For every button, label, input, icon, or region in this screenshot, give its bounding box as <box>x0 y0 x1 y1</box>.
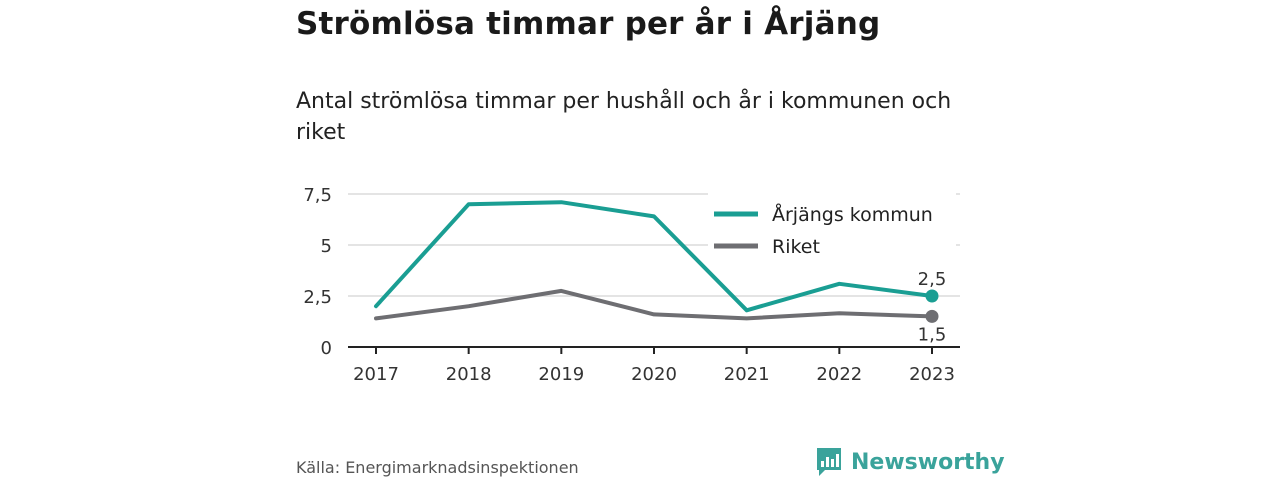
x-tick-label: 2018 <box>446 364 492 385</box>
end-point <box>925 309 939 323</box>
x-tick-label: 2022 <box>816 364 862 385</box>
end-point <box>925 289 939 303</box>
series-line <box>374 200 934 313</box>
line-chart: 0 2,5 5 7,5 2017 2018 2019 2020 2021 2022 2023 2,5 Å… <box>303 185 960 385</box>
y-tick-label: 7,5 <box>303 185 332 206</box>
y-tick-label: 0 <box>321 338 332 359</box>
x-tick-label: 2019 <box>538 364 584 385</box>
y-tick-label: 5 <box>321 236 332 257</box>
end-value-label: 1,5 <box>918 324 947 345</box>
chart-subtitle: Antal strömlösa timmar per hushåll och å… <box>296 89 952 145</box>
bar-chart-icon <box>817 448 841 476</box>
brand-name: Newsworthy <box>851 449 1005 475</box>
series-line <box>374 288 934 321</box>
legend-label: Årjängs kommun <box>772 203 933 226</box>
x-tick-label: 2021 <box>724 364 770 385</box>
end-value-label: 2,5 <box>918 269 947 290</box>
legend-box <box>708 190 956 264</box>
chart-title: Strömlösa timmar per år i Årjäng <box>296 6 881 42</box>
newsworthy-logo: Newsworthy <box>815 446 1005 478</box>
y-tick-label: 2,5 <box>303 287 332 308</box>
x-tick-label: 2023 <box>909 364 955 385</box>
x-tick-label: 2017 <box>353 364 399 385</box>
source-note: Källa: Energimarknadsinspektionen <box>296 458 579 477</box>
legend-label: Riket <box>772 236 820 258</box>
x-tick-label: 2020 <box>631 364 677 385</box>
